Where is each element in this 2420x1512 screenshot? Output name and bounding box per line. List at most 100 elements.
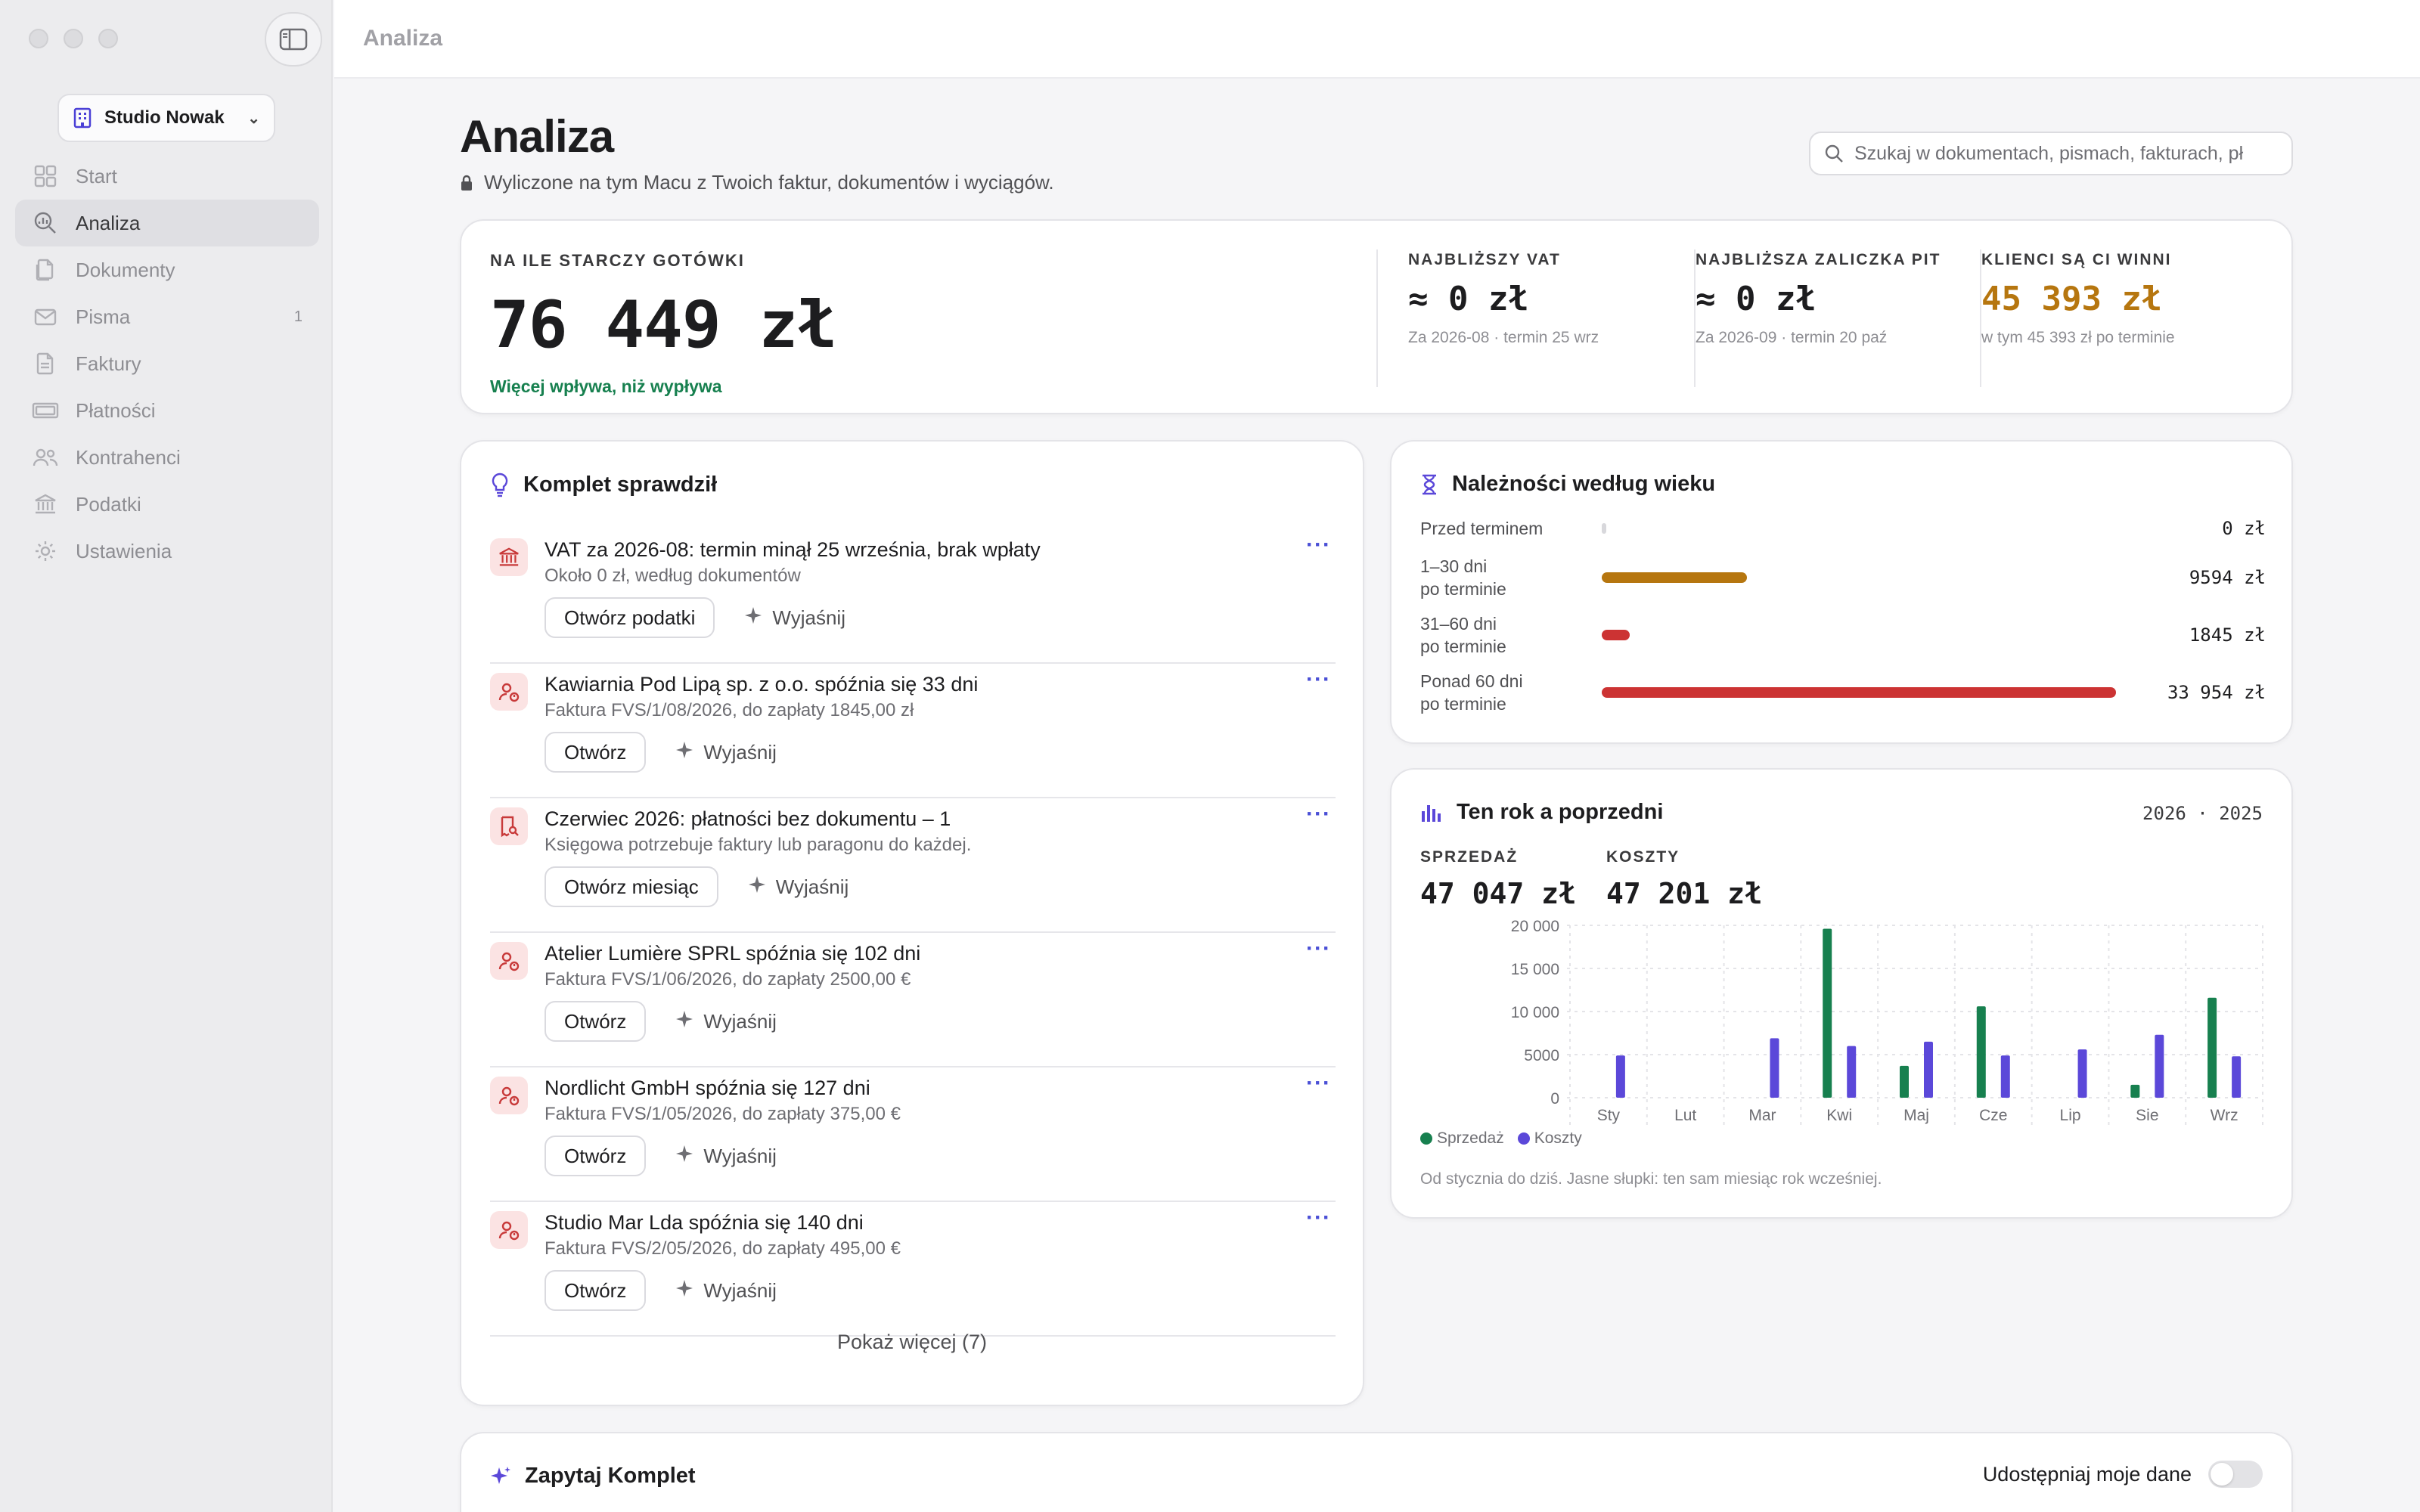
metric-value: ≈ 0 zł — [1408, 280, 1528, 318]
sidebar-item-podatki[interactable]: Podatki — [15, 481, 319, 528]
bank-icon — [490, 538, 528, 576]
show-more-link[interactable]: Pokaż więcej (7) — [836, 1331, 988, 1353]
more-options-icon[interactable]: ··· — [1306, 1205, 1331, 1230]
item-description: Faktura FVS/1/05/2026, do zapłaty 375,00… — [544, 1104, 901, 1124]
item-description: Faktura FVS/1/08/2026, do zapłaty 1845,0… — [544, 700, 914, 720]
payments-icon — [32, 397, 59, 424]
costs-bar — [1847, 1046, 1857, 1098]
search-input[interactable] — [1854, 142, 2278, 165]
sidebar-item-kontrahenci[interactable]: Kontrahenci — [15, 434, 319, 481]
grid-icon — [32, 163, 59, 190]
explain-button[interactable]: Wyjaśnij — [747, 875, 849, 900]
aging-bar — [1602, 523, 1606, 534]
sidebar-toggle-button[interactable] — [265, 12, 322, 67]
list-item: Kawiarnia Pod Lipą sp. z o.o. spóźnia si… — [490, 664, 1336, 798]
legend-label: Sprzedaż — [1437, 1129, 1504, 1147]
stat-value: 47 047 zł — [1420, 877, 1576, 910]
explain-button[interactable]: Wyjaśnij — [675, 740, 777, 765]
sidebar-item-ustawienia[interactable]: Ustawienia — [15, 528, 319, 575]
more-options-icon[interactable]: ··· — [1306, 532, 1331, 557]
more-options-icon[interactable]: ··· — [1306, 936, 1331, 961]
metric-sub: w tym 45 393 zł po terminie — [1981, 329, 2175, 346]
item-actions: Otwórz miesiąc Wyjaśnij — [544, 866, 849, 907]
card-title: Ten rok a poprzedni — [1457, 800, 1664, 824]
workspace-switcher[interactable]: Studio Nowak ⌄ — [57, 94, 275, 142]
share-data-label: Udostępniaj moje dane — [1982, 1462, 2192, 1486]
costs-bar — [2000, 1055, 2010, 1098]
aging-bar-track — [1602, 523, 2116, 534]
sales-bar — [2207, 997, 2217, 1098]
open-button[interactable]: Otwórz — [544, 1270, 647, 1311]
lightbulb-icon — [492, 472, 508, 497]
list-item: Nordlicht GmbH spóźnia się 127 dni Faktu… — [490, 1067, 1336, 1202]
sidebar-item-label: Kontrahenci — [76, 445, 181, 469]
person-alert-icon — [490, 1211, 528, 1249]
costs-bar — [1615, 1055, 1625, 1098]
legend-dot-costs — [1517, 1132, 1530, 1145]
card-header: Należności według wieku — [1420, 472, 1715, 497]
sidebar-item-start[interactable]: Start — [15, 153, 319, 200]
sales-bar — [1976, 1006, 1986, 1098]
item-description: Faktura FVS/1/06/2026, do zapłaty 2500,0… — [544, 969, 911, 990]
aging-label: Przed terminem — [1420, 519, 1544, 538]
share-data-setting: Udostępniaj moje dane — [1983, 1461, 2263, 1488]
stat-label: SPRZEDAŻ — [1420, 848, 1519, 866]
explain-button[interactable]: Wyjaśnij — [675, 1278, 777, 1303]
card-title: Zapytaj Komplet — [525, 1464, 696, 1488]
aging-bar-track — [1602, 630, 2116, 640]
aging-bar — [1602, 630, 1630, 640]
search-icon — [1825, 144, 1843, 163]
explain-button[interactable]: Wyjaśnij — [743, 606, 845, 631]
people-icon — [32, 444, 59, 471]
open-month-button[interactable]: Otwórz miesiąc — [544, 866, 718, 907]
card-header: Komplet sprawdził — [490, 472, 717, 497]
sales-stat: SPRZEDAŻ 47 047 zł — [1420, 848, 1576, 910]
sidebar-item-platnosci[interactable]: Płatności — [15, 387, 319, 434]
chevron-down-icon: ⌄ — [247, 110, 260, 127]
search-box[interactable] — [1809, 132, 2293, 175]
metric-value: 76 449 zł — [490, 287, 836, 363]
item-title: Czerwiec 2026: płatności bez dokumentu –… — [544, 807, 951, 830]
item-description: Księgowa potrzebuje faktury lub paragonu… — [544, 835, 972, 855]
more-options-icon[interactable]: ··· — [1306, 801, 1331, 826]
costs-bar — [1770, 1038, 1779, 1098]
more-options-icon[interactable]: ··· — [1306, 1070, 1331, 1095]
sidebar-item-faktury[interactable]: Faktury — [15, 340, 319, 387]
sidebar-item-label: Płatności — [76, 398, 156, 422]
item-actions: Otwórz Wyjaśnij — [544, 1136, 777, 1176]
aging-label: 1–30 dni po terminie — [1420, 556, 1506, 599]
costs-bar — [2232, 1056, 2242, 1098]
sidebar-item-pisma[interactable]: Pisma 1 — [15, 293, 319, 340]
minimize-window-button[interactable] — [64, 29, 83, 48]
open-button[interactable]: Otwórz — [544, 732, 647, 773]
year-range: 2026 · 2025 — [2142, 803, 2263, 824]
summary-metrics-card: NA ILE STARCZY GOTÓWKI 76 449 zł Więcej … — [460, 219, 2293, 414]
receivables-aging-card: Należności według wieku Przed terminem 0 … — [1390, 440, 2293, 744]
aging-value: 1845 zł — [2189, 624, 2266, 646]
share-data-toggle[interactable] — [2208, 1461, 2263, 1488]
item-actions: Otwórz Wyjaśnij — [544, 1270, 777, 1311]
aging-bar — [1602, 687, 2116, 698]
page-subtitle: Wyliczone na tym Macu z Twoich faktur, d… — [460, 171, 1054, 194]
y-tick-label: 0 — [1550, 1090, 1559, 1108]
sidebar-item-label: Start — [76, 164, 117, 187]
item-actions: Otwórz Wyjaśnij — [544, 732, 777, 773]
cash-runway-metric: NA ILE STARCZY GOTÓWKI 76 449 zł Więcej … — [490, 251, 836, 397]
open-taxes-button[interactable]: Otwórz podatki — [544, 597, 715, 638]
sidebar-item-dokumenty[interactable]: Dokumenty — [15, 246, 319, 293]
more-options-icon[interactable]: ··· — [1306, 667, 1331, 692]
x-tick-label: Sty — [1597, 1107, 1621, 1124]
aging-label: 31–60 dni po terminie — [1420, 614, 1506, 656]
receivables-metric: KLIENCI SĄ CI WINNI 45 393 zł w tym 45 3… — [1981, 251, 2175, 347]
explain-button[interactable]: Wyjaśnij — [675, 1144, 777, 1169]
workspace-name: Studio Nowak — [104, 107, 225, 128]
close-window-button[interactable] — [29, 29, 48, 48]
explain-label: Wyjaśnij — [703, 740, 777, 764]
envelope-icon — [32, 303, 59, 330]
open-button[interactable]: Otwórz — [544, 1136, 647, 1176]
sidebar-item-analiza[interactable]: Analiza — [15, 200, 319, 246]
explain-button[interactable]: Wyjaśnij — [675, 1009, 777, 1034]
zoom-window-button[interactable] — [98, 29, 118, 48]
metric-label: KLIENCI SĄ CI WINNI — [1981, 251, 2172, 268]
open-button[interactable]: Otwórz — [544, 1001, 647, 1042]
